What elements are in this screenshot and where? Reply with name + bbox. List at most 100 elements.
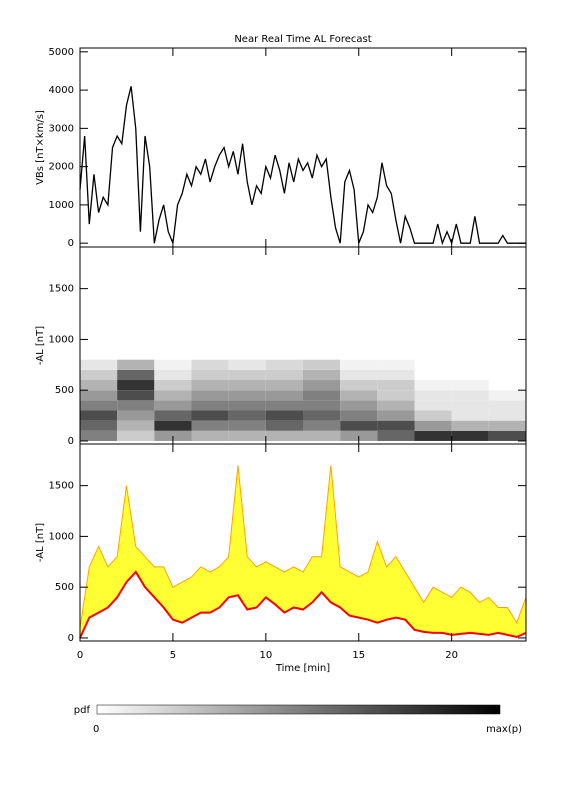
density-cell: [488, 369, 526, 381]
chart-title: Near Real Time AL Forecast: [234, 34, 371, 45]
density-cell: [488, 380, 526, 391]
density-cell: [80, 410, 118, 421]
density-cell: [303, 420, 341, 431]
density-cell: [451, 430, 489, 441]
data-line: [79, 86, 526, 246]
density-cell: [451, 380, 489, 391]
density-cell: [377, 380, 415, 391]
density-cell: [191, 410, 229, 421]
density-cell: [154, 390, 192, 401]
density-cell: [80, 430, 118, 441]
colorbar: [96, 704, 501, 715]
x-tick-label: 10: [259, 650, 272, 661]
y-tick-label: 500: [55, 385, 74, 396]
density-cell: [117, 369, 155, 381]
density-cell: [265, 369, 303, 381]
density-cell: [377, 430, 415, 441]
density-cell: [154, 380, 192, 391]
density-cell: [228, 410, 266, 421]
density-cell: [488, 430, 526, 441]
density-cell: [154, 430, 192, 441]
density-cell: [377, 359, 415, 370]
density-cell: [377, 400, 415, 411]
colorbar-min-label: 0: [93, 724, 99, 735]
x-tick-label: 0: [77, 650, 83, 661]
y-tick-label: 3000: [49, 123, 74, 134]
density-cell: [488, 359, 526, 370]
density-cell: [191, 359, 229, 370]
density-cell: [414, 369, 452, 381]
density-cell: [154, 420, 192, 431]
density-cell: [265, 430, 303, 441]
density-cell: [340, 369, 378, 381]
density-cell: [80, 380, 118, 391]
density-cell: [154, 369, 192, 381]
density-cell: [303, 430, 341, 441]
band-upper-edge: [79, 465, 527, 628]
density-cell: [265, 380, 303, 391]
density-cell: [265, 410, 303, 421]
density-cell: [117, 420, 155, 431]
density-cell: [340, 380, 378, 391]
plot-frame: [79, 443, 527, 642]
density-cell: [451, 390, 489, 401]
density-cell: [451, 359, 489, 370]
forecast-band: [80, 465, 526, 638]
density-cell: [228, 380, 266, 391]
density-cell: [488, 410, 526, 421]
density-cell: [228, 369, 266, 381]
density-cell: [451, 369, 489, 381]
density-cell: [191, 380, 229, 391]
y-tick-label: 5000: [49, 47, 74, 58]
y-tick-label: 0: [68, 633, 74, 644]
density-cell: [117, 359, 155, 370]
density-cell: [340, 430, 378, 441]
y-tick-label: 0: [68, 436, 74, 447]
density-cell: [414, 359, 452, 370]
y-tick-label: 1000: [49, 531, 74, 542]
x-tick-label: 20: [445, 650, 458, 661]
density-cell: [154, 400, 192, 411]
y-tick-label: 1500: [49, 481, 74, 492]
y-tick-label: 500: [55, 582, 74, 593]
density-cell: [340, 410, 378, 421]
density-cell: [80, 400, 118, 411]
density-cell: [117, 380, 155, 391]
y-axis-label: VBs [nT×km/s]: [35, 110, 46, 185]
density-cell: [303, 410, 341, 421]
density-cell: [451, 410, 489, 421]
density-cell: [340, 359, 378, 370]
y-tick-label: 1000: [49, 334, 74, 345]
density-cell: [80, 420, 118, 431]
y-tick-label: 4000: [49, 85, 74, 96]
density-cell: [117, 410, 155, 421]
density-cell: [488, 420, 526, 431]
density-cell: [340, 420, 378, 431]
x-tick-label: 5: [170, 650, 176, 661]
density-cell: [414, 420, 452, 431]
colorbar-label: pdf: [74, 705, 91, 716]
density-cell: [117, 400, 155, 411]
density-cell: [117, 430, 155, 441]
y-tick-label: 1000: [49, 200, 74, 211]
y-tick-label: 2000: [49, 162, 74, 173]
density-cell: [340, 390, 378, 401]
density-cell: [414, 430, 452, 441]
density-cell: [228, 390, 266, 401]
density-cell: [303, 380, 341, 391]
density-cell: [228, 400, 266, 411]
density-cell: [377, 390, 415, 401]
density-cell: [80, 390, 118, 401]
density-cell: [377, 420, 415, 431]
density-cell: [265, 400, 303, 411]
density-cell: [303, 369, 341, 381]
density-cell: [488, 400, 526, 411]
density-cell: [377, 410, 415, 421]
y-tick-label: 0: [68, 238, 74, 249]
density-cell: [414, 380, 452, 391]
colorbar-max-label: max(p): [486, 724, 522, 735]
density-cell: [414, 410, 452, 421]
density-cell: [80, 359, 118, 370]
density-cell: [265, 420, 303, 431]
